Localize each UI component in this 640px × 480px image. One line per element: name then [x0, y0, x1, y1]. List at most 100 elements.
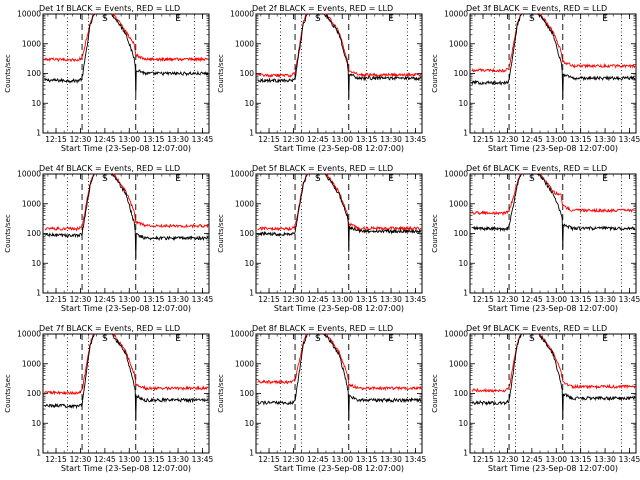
start-marker-label: S [315, 334, 321, 344]
x-tick-label: 12:15 [259, 135, 281, 144]
end-marker-label: E [175, 334, 181, 344]
series-lld-line [44, 333, 209, 396]
x-tick-label: 13:00 [118, 455, 140, 464]
series-events-line [257, 13, 422, 99]
detector-panel-1: Det 1f BLACK = Events, RED = LLD 1 10 100 10… [0, 0, 213, 160]
x-tick-label: 12:45 [521, 295, 543, 304]
y-tick-label: 10 [458, 99, 468, 108]
x-tick-label: 12:30 [496, 295, 518, 304]
series-events-line [470, 333, 636, 419]
y-tick-label: 1 [250, 129, 255, 138]
x-tick-label: 12:30 [70, 295, 92, 304]
panel-title: Det 2f BLACK = Events, RED = LLD [252, 4, 393, 13]
x-tick-label: 12:45 [94, 455, 116, 464]
y-tick-label: 100 [453, 229, 468, 238]
panel-title: Det 8f BLACK = Events, RED = LLD [252, 324, 393, 333]
y-tick-label: 10000 [17, 10, 41, 19]
panel-title: Det 3f BLACK = Events, RED = LLD [466, 4, 607, 13]
y-axis-label: Counts/sec [217, 374, 225, 413]
x-axis-label: Start Time (23-Sep-08 12:07:00) [274, 464, 404, 473]
start-marker-label: S [102, 14, 108, 24]
x-axis-label: Start Time (23-Sep-08 12:07:00) [61, 144, 191, 153]
x-tick-label: 13:15 [143, 455, 165, 464]
x-tick-label: 13:30 [594, 455, 616, 464]
y-tick-label: 1 [36, 129, 41, 138]
y-tick-label: 10 [245, 99, 255, 108]
panel-title: Det 1f BLACK = Events, RED = LLD [39, 4, 180, 13]
x-tick-label: 13:15 [356, 455, 378, 464]
x-tick-label: 13:00 [332, 135, 354, 144]
x-tick-label: 12:45 [521, 455, 543, 464]
series-lld-line [44, 173, 209, 232]
x-tick-label: 12:30 [70, 455, 92, 464]
x-tick-label: 12:15 [472, 455, 494, 464]
end-marker-label: E [389, 174, 395, 184]
x-tick-label: 13:30 [381, 135, 403, 144]
x-tick-label: 13:30 [167, 295, 189, 304]
end-marker-label: E [602, 174, 608, 184]
start-marker-label: S [102, 334, 108, 344]
x-tick-label: 12:45 [307, 135, 329, 144]
detector-panel-5: Det 5f BLACK = Events, RED = LLD 1 10 100 10… [213, 160, 426, 320]
series-events-line [257, 332, 422, 421]
start-marker-label: S [529, 174, 535, 184]
x-tick-label: 13:45 [405, 135, 426, 144]
panel-title: Det 6f BLACK = Events, RED = LLD [466, 164, 607, 173]
x-tick-label: 12:45 [94, 295, 116, 304]
x-tick-label: 12:15 [472, 295, 494, 304]
x-tick-label: 12:15 [45, 135, 67, 144]
y-tick-label: 1 [36, 289, 41, 298]
x-tick-label: 13:15 [569, 455, 591, 464]
series-events-line [257, 173, 422, 252]
series-lld-line [44, 13, 209, 63]
x-tick-label: 12:15 [472, 135, 494, 144]
x-tick-label: 13:45 [192, 135, 213, 144]
y-tick-label: 10000 [444, 10, 468, 19]
detector-panel-9: Det 9f BLACK = Events, RED = LLD 1 10 100 10… [427, 320, 640, 480]
start-marker-label: S [529, 334, 535, 344]
y-tick-label: 100 [27, 229, 42, 238]
y-tick-label: 10 [31, 99, 41, 108]
end-marker-label: E [389, 14, 395, 24]
x-axis-label: Start Time (23-Sep-08 12:07:00) [488, 304, 618, 313]
x-tick-label: 12:45 [307, 455, 329, 464]
x-axis-label: Start Time (23-Sep-08 12:07:00) [274, 144, 404, 153]
series-lld-line [471, 333, 636, 393]
x-tick-label: 13:30 [381, 295, 403, 304]
x-tick-label: 12:30 [283, 455, 305, 464]
x-tick-label: 13:30 [594, 295, 616, 304]
x-tick-label: 13:45 [405, 455, 426, 464]
detector-panel-3: Det 3f BLACK = Events, RED = LLD 1 10 100 10… [427, 0, 640, 160]
y-tick-label: 1 [36, 449, 41, 458]
end-marker-label: E [602, 334, 608, 344]
y-tick-label: 100 [453, 389, 468, 398]
series-events-line [470, 13, 636, 99]
x-axis-label: Start Time (23-Sep-08 12:07:00) [488, 464, 618, 473]
y-axis-label: Counts/sec [217, 54, 225, 93]
y-tick-label: 10000 [17, 330, 41, 339]
series-lld-line [470, 13, 636, 73]
y-tick-label: 10 [458, 259, 468, 268]
x-tick-label: 13:15 [569, 135, 591, 144]
y-tick-label: 10 [31, 259, 41, 268]
y-tick-label: 1000 [22, 199, 41, 208]
y-tick-label: 1000 [235, 199, 254, 208]
start-marker-label: S [102, 174, 108, 184]
y-tick-label: 1000 [235, 359, 254, 368]
panel-svg: Det 1f BLACK = Events, RED = LLD 1 10 100 10… [4, 4, 213, 153]
x-tick-label: 12:15 [45, 295, 67, 304]
x-tick-label: 13:45 [618, 455, 639, 464]
x-tick-label: 13:45 [192, 455, 213, 464]
y-axis-label: Counts/sec [431, 54, 439, 93]
panel-svg: Det 5f BLACK = Events, RED = LLD 1 10 100 10… [217, 164, 426, 313]
end-marker-label: E [389, 334, 395, 344]
x-tick-label: 13:45 [618, 135, 639, 144]
start-marker-label: S [529, 14, 535, 24]
x-tick-label: 13:45 [618, 295, 639, 304]
x-axis-label: Start Time (23-Sep-08 12:07:00) [61, 304, 191, 313]
y-tick-label: 1 [250, 449, 255, 458]
x-tick-label: 13:15 [143, 295, 165, 304]
x-tick-label: 13:45 [405, 295, 426, 304]
x-tick-label: 13:15 [569, 295, 591, 304]
